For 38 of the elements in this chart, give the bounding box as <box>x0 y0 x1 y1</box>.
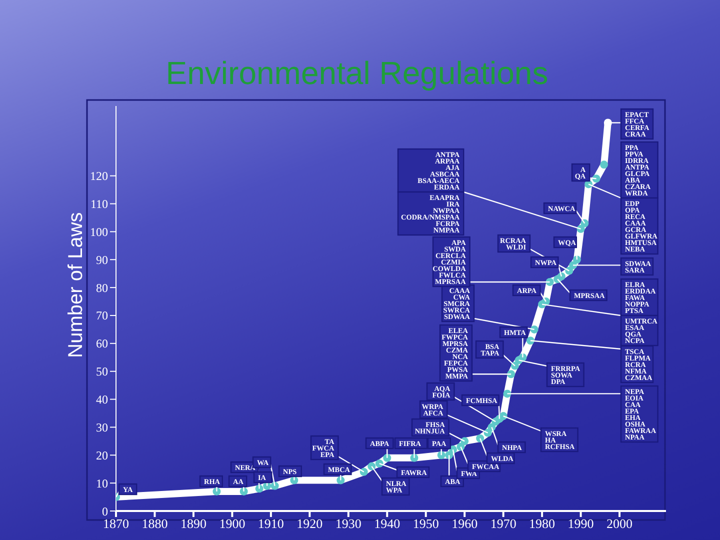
point <box>546 278 554 286</box>
chart-title: Environmental Regulations <box>166 55 548 91</box>
x-tick-label: 1910 <box>258 516 284 532</box>
point <box>437 451 446 460</box>
point <box>600 160 608 169</box>
x-tick-label: 1900 <box>219 516 246 532</box>
point <box>460 437 469 446</box>
y-tick-label: 70 <box>96 308 108 323</box>
x-tick-label: 1970 <box>490 516 516 532</box>
point <box>375 460 384 468</box>
y-tick-label: 10 <box>96 476 108 490</box>
point <box>360 468 368 476</box>
y-tick-label: 0 <box>102 504 108 518</box>
x-tick-label: 1870 <box>103 516 129 532</box>
point <box>383 454 392 462</box>
y-tick-label: 100 <box>90 224 108 239</box>
y-tick-label: 110 <box>90 197 108 212</box>
point <box>336 476 345 484</box>
x-tick-label: 2000 <box>606 516 633 532</box>
x-tick-label: 1980 <box>529 516 556 532</box>
y-tick-label: 40 <box>96 392 108 407</box>
y-tick-label: 120 <box>90 169 108 184</box>
point <box>507 370 516 378</box>
x-tick-label: 1990 <box>568 516 594 532</box>
y-tick-label: 30 <box>96 420 108 434</box>
x-tick-label: 1940 <box>374 516 400 532</box>
x-tick-label: 1880 <box>142 516 168 532</box>
y-tick-label: 80 <box>96 280 108 295</box>
x-tick-label: 1950 <box>412 516 439 532</box>
x-tick-label: 1890 <box>180 516 206 532</box>
y-tick-label: 50 <box>96 364 108 379</box>
y-tick-label: 20 <box>96 448 108 462</box>
y-tick-label: 90 <box>96 252 108 267</box>
y-axis-title: Number of Laws <box>65 212 87 358</box>
x-tick-label: 1920 <box>296 516 323 532</box>
y-tick-label: 60 <box>96 336 108 351</box>
x-tick-label: 1930 <box>335 516 362 532</box>
x-tick-label: 1960 <box>452 516 478 532</box>
